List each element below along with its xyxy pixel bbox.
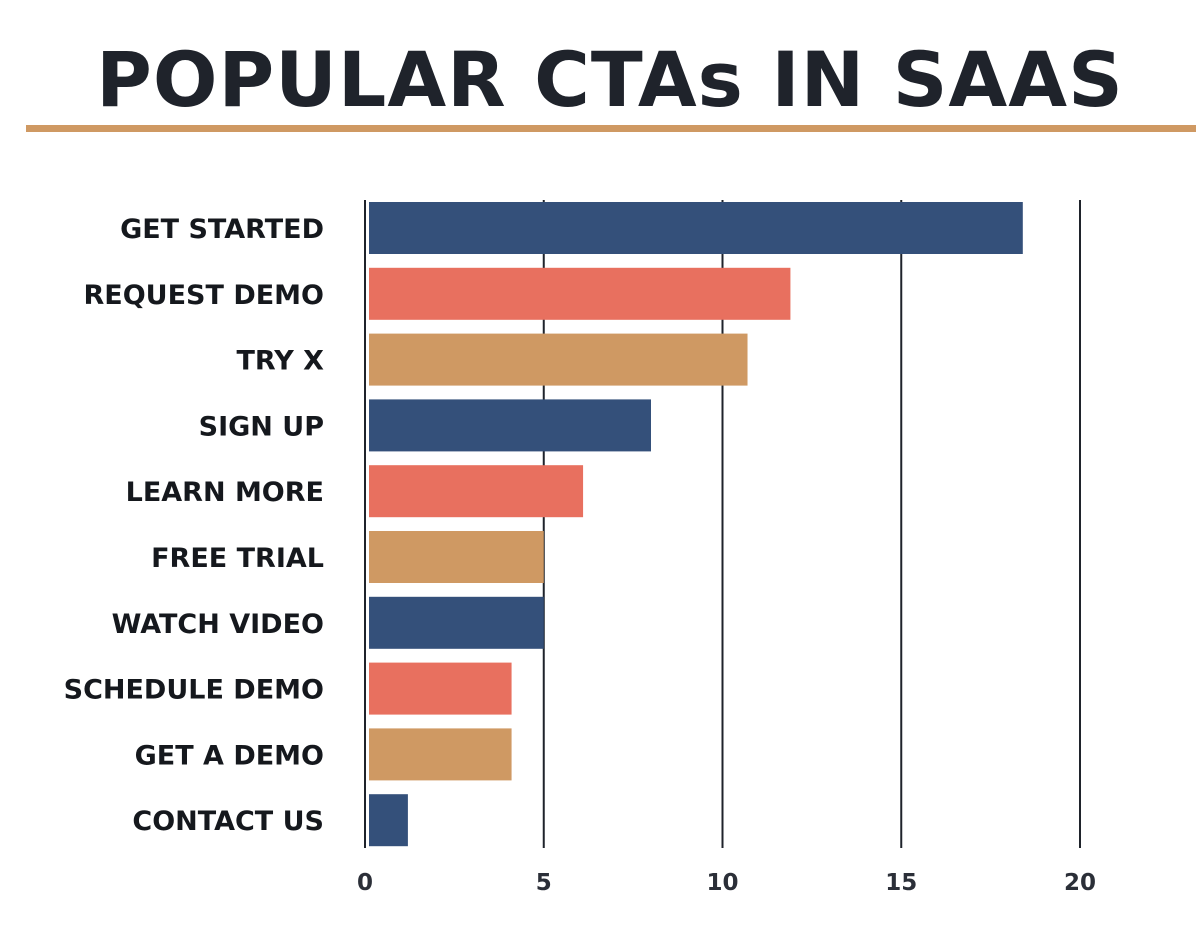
category-label-schedule-demo: SCHEDULE DEMO xyxy=(64,675,324,706)
x-tick-label-10: 10 xyxy=(706,870,738,896)
bar-contact-us xyxy=(369,794,408,847)
bar-free-trial xyxy=(369,531,544,583)
category-labels: GET STARTED REQUEST DEMO TRY X SIGN UP LEARN… xyxy=(64,214,325,837)
x-tick-label-20: 20 xyxy=(1064,870,1096,896)
category-label-contact-us: CONTACT US xyxy=(132,806,324,837)
category-label-get-a-demo: GET A DEMO xyxy=(135,740,324,771)
category-label-get-started: GET STARTED xyxy=(120,214,324,245)
category-label-sign-up: SIGN UP xyxy=(199,411,324,442)
category-label-learn-more: LEARN MORE xyxy=(126,477,324,508)
title-underline xyxy=(26,125,1196,132)
bar-get-a-demo xyxy=(369,728,512,781)
x-axis-tick-labels: 0 5 10 15 20 xyxy=(357,870,1096,896)
category-label-try-x: TRY X xyxy=(237,346,325,377)
bar-get-started xyxy=(369,202,1023,254)
bar-request-demo xyxy=(369,267,791,320)
category-label-watch-video: WATCH VIDEO xyxy=(112,609,324,640)
category-label-request-demo: REQUEST DEMO xyxy=(84,280,325,311)
bar-schedule-demo xyxy=(369,662,512,715)
x-tick-label-5: 5 xyxy=(536,870,552,896)
bar-try-x xyxy=(369,333,748,386)
bars xyxy=(369,202,1023,847)
bar-learn-more xyxy=(369,465,584,518)
category-label-free-trial: FREE TRIAL xyxy=(151,543,324,574)
chart-title: POPULAR CTAs IN SAAS xyxy=(96,35,1124,124)
bar-sign-up xyxy=(369,399,651,452)
x-tick-label-0: 0 xyxy=(357,870,373,896)
bar-watch-video xyxy=(369,596,544,649)
x-tick-label-15: 15 xyxy=(885,870,917,896)
